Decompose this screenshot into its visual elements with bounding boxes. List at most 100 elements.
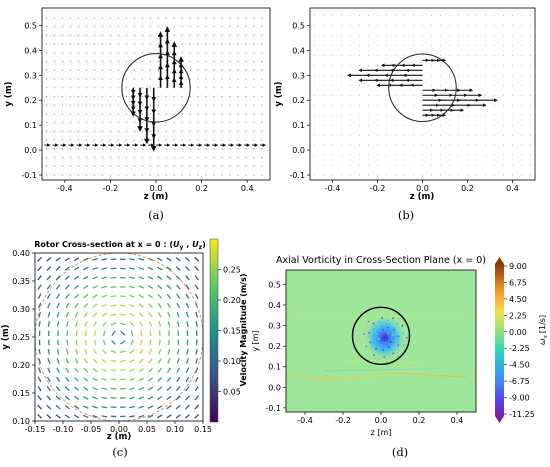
velocity-arrow	[84, 359, 87, 363]
grid-dot	[150, 35, 151, 36]
grid-dot	[158, 70, 159, 71]
colorbar-label: Velocity Magnitude (m/s)	[239, 273, 248, 386]
grid-dot	[110, 17, 111, 18]
velocity-arrow	[129, 295, 134, 297]
grid-dot	[158, 61, 159, 62]
grid-dot	[46, 26, 47, 27]
grid-dot	[110, 157, 111, 158]
vortex-speck	[398, 350, 400, 352]
grid-dot	[158, 44, 159, 45]
y-ticks: -0.10.00.10.20.30.40.5	[21, 21, 42, 180]
grid-dot	[253, 87, 254, 88]
grid-dot	[246, 78, 247, 79]
grid-dot	[86, 174, 87, 175]
grid-dot	[142, 70, 143, 71]
grid-dot	[395, 155, 396, 156]
colorbar-tick-label: 4.50	[509, 295, 527, 304]
grid-dot	[86, 70, 87, 71]
velocity-arrow	[157, 406, 162, 409]
grid-dot	[46, 35, 47, 36]
grid-dot	[467, 55, 468, 56]
grid-dot	[332, 175, 333, 176]
grid-dot	[110, 87, 111, 88]
velocity-arrow	[195, 386, 198, 391]
grid-dot	[206, 78, 207, 79]
velocity-vectors	[38, 257, 199, 418]
grid-dot	[150, 157, 151, 158]
grid-dot	[386, 25, 387, 26]
velocity-arrow	[95, 331, 96, 336]
velocity-arrow	[74, 258, 79, 261]
velocity-arrow	[111, 379, 116, 380]
grid-dot	[440, 45, 441, 46]
grid-dot	[377, 155, 378, 156]
velocity-arrow	[65, 415, 70, 418]
grid-dot	[440, 155, 441, 156]
grid-dot	[70, 70, 71, 71]
grid-dot	[467, 145, 468, 146]
grid-dot	[134, 148, 135, 149]
velocity-arrow	[38, 276, 41, 280]
grid-dot	[118, 17, 119, 18]
grid-dot	[102, 105, 103, 106]
colorbar-tick-label: -9.00	[509, 394, 530, 403]
velocity-arrow	[149, 368, 153, 372]
grid-dot	[102, 174, 103, 175]
grid-dot	[458, 135, 459, 136]
grid-dot	[413, 35, 414, 36]
y-axis-label: y [m]	[251, 330, 260, 351]
grid-dot	[467, 75, 468, 76]
velocity-arrow	[167, 285, 171, 289]
grid-dot	[198, 174, 199, 175]
grid-dot	[182, 140, 183, 141]
velocity-arrow	[167, 396, 171, 399]
vortex-speck	[386, 361, 388, 363]
grid-dot	[174, 113, 175, 114]
y-tick-label: 0.4	[24, 46, 37, 55]
grid-dot	[198, 131, 199, 132]
velocity-arrow	[47, 276, 51, 280]
grid-dot	[530, 35, 531, 36]
velocity-arrow	[102, 369, 107, 371]
grid-dot	[422, 155, 423, 156]
grid-dot	[174, 17, 175, 18]
grid-dot	[126, 174, 127, 175]
grid-dot	[261, 148, 262, 149]
grid-dot	[395, 115, 396, 116]
grid-dot	[150, 52, 151, 53]
grid-dot	[521, 25, 522, 26]
grid-dot	[214, 52, 215, 53]
grid-dot	[449, 155, 450, 156]
grid-dot	[118, 166, 119, 167]
velocity-arrow	[186, 294, 189, 299]
grid-dot	[230, 140, 231, 141]
grid-dot	[230, 131, 231, 132]
grid-dot	[341, 165, 342, 166]
grid-dot	[78, 70, 79, 71]
panel-label: (d)	[392, 445, 408, 459]
grid-dot	[54, 140, 55, 141]
grid-dot	[521, 55, 522, 56]
grid-dot	[332, 35, 333, 36]
grid-dot	[530, 45, 531, 46]
velocity-arrow	[139, 286, 144, 288]
grid-dot	[458, 45, 459, 46]
grid-dot	[377, 45, 378, 46]
x-tick-label: -0.2	[370, 184, 386, 193]
grid-dot	[78, 140, 79, 141]
grid-dot	[350, 175, 351, 176]
grid-dot	[413, 15, 414, 16]
grid-dot	[134, 26, 135, 27]
grid-dot	[350, 35, 351, 36]
velocity-arrow	[65, 276, 69, 280]
grid-dot	[422, 55, 423, 56]
grid-dot	[341, 115, 342, 116]
velocity-arrow	[139, 378, 144, 381]
grid-dot	[70, 61, 71, 62]
grid-dot	[350, 95, 351, 96]
grid-dot	[261, 166, 262, 167]
grid-dot	[94, 52, 95, 53]
grid-dot	[230, 26, 231, 27]
grid-dot	[512, 85, 513, 86]
vortex-speck	[370, 342, 372, 344]
